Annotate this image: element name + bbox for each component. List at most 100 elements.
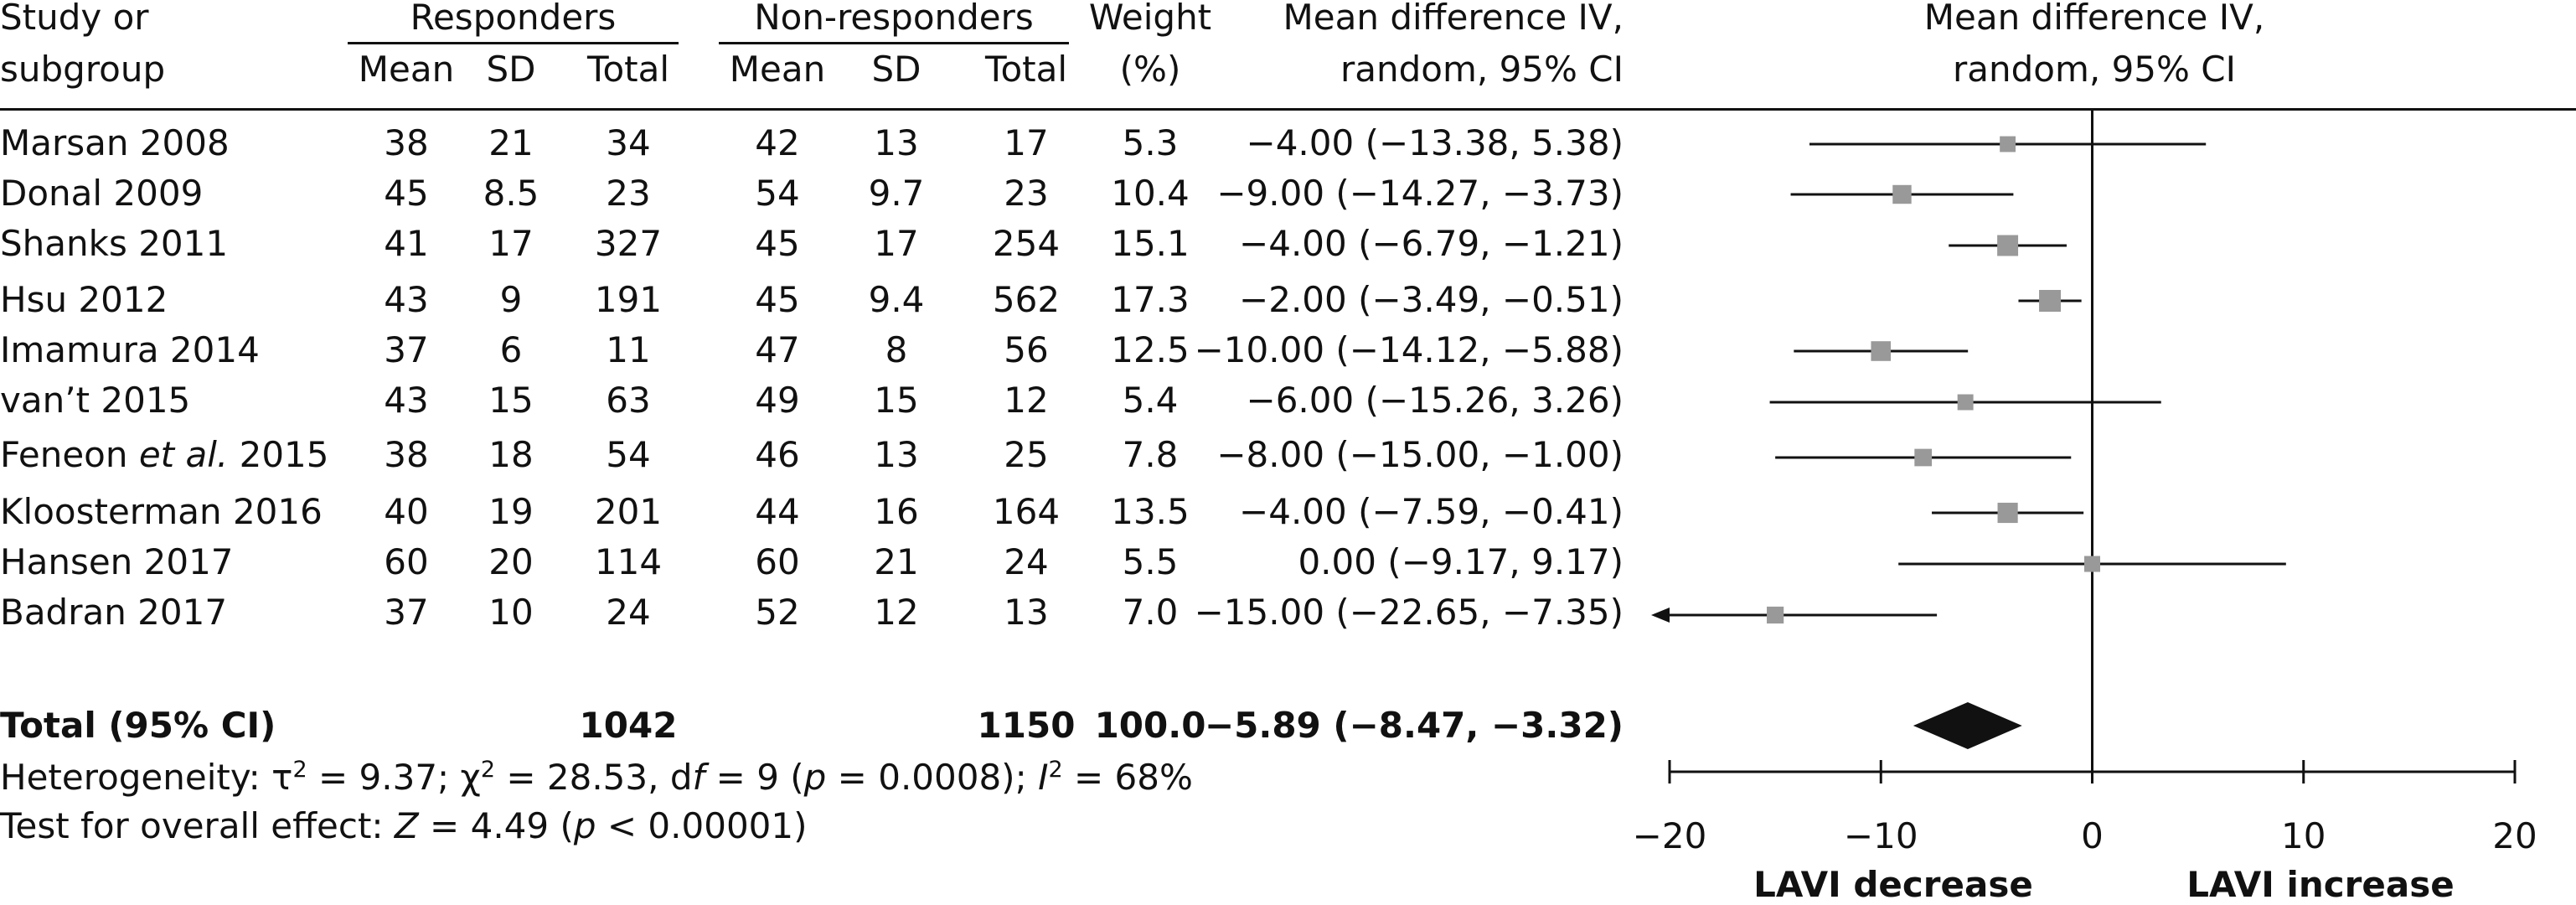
cell-r-sd: 10 <box>488 592 534 633</box>
cell-r-sd: 19 <box>488 491 534 532</box>
nonresponders-underline <box>719 42 1069 44</box>
cell-r-sd: 21 <box>488 122 534 163</box>
cell-n-sd: 15 <box>874 380 919 421</box>
x-tick-label: 20 <box>2492 815 2537 856</box>
cell-weight: 17.3 <box>1111 279 1190 320</box>
cell-r-sd: 9 <box>499 279 523 320</box>
cell-r-total: 23 <box>606 173 651 214</box>
header-subgroup: subgroup <box>0 49 166 90</box>
header-md-ci: random, 95% CI <box>1340 49 1624 90</box>
cell-r-mean: 37 <box>384 329 429 370</box>
header-r-mean: Mean <box>358 49 455 90</box>
cell-r-total: 54 <box>606 434 651 475</box>
study-marker <box>1871 341 1892 361</box>
cell-n-mean: 49 <box>755 380 800 421</box>
cell-n-total: 13 <box>1004 592 1049 633</box>
cell-ci: −4.00 (−13.38, 5.38) <box>1246 122 1624 163</box>
cell-r-total: 34 <box>606 122 651 163</box>
cell-n-sd: 17 <box>874 223 919 264</box>
cell-n-total: 17 <box>1004 122 1049 163</box>
cell-n-sd: 12 <box>874 592 919 633</box>
cell-r-sd: 18 <box>488 434 534 475</box>
study-marker <box>1914 448 1933 467</box>
ci-arrow <box>1651 608 1670 623</box>
study-marker <box>2039 290 2062 312</box>
x-tick-label: −10 <box>1844 815 1918 856</box>
total-n: 1150 <box>977 705 1076 746</box>
cell-ci: 0.00 (−9.17, 9.17) <box>1298 541 1624 582</box>
study-marker <box>2000 136 2016 153</box>
cell-r-sd: 6 <box>499 329 523 370</box>
cell-n-mean: 45 <box>755 223 800 264</box>
x-tick-label: 10 <box>2281 815 2326 856</box>
study-name: Donal 2009 <box>0 173 204 214</box>
header-study: Study or <box>0 0 149 38</box>
cell-n-total: 25 <box>1004 434 1049 475</box>
cell-ci: −6.00 (−15.26, 3.26) <box>1246 380 1624 421</box>
cell-n-mean: 54 <box>755 173 800 214</box>
cell-weight: 5.3 <box>1122 122 1179 163</box>
cell-ci: −15.00 (−22.65, −7.35) <box>1194 592 1624 633</box>
overall-effect-text: Test for overall effect: Z = 4.49 (p < 0… <box>0 805 808 846</box>
cell-r-total: 114 <box>594 541 663 582</box>
study-name: Hsu 2012 <box>0 279 168 320</box>
cell-n-mean: 47 <box>755 329 800 370</box>
cell-n-total: 254 <box>992 223 1061 264</box>
cell-ci: −4.00 (−7.59, −0.41) <box>1239 491 1624 532</box>
header-md: Mean difference IV, <box>1283 0 1624 38</box>
cell-n-sd: 9.4 <box>868 279 925 320</box>
cell-r-sd: 20 <box>488 541 534 582</box>
cell-r-mean: 43 <box>384 279 429 320</box>
study-name: van’t 2015 <box>0 380 191 421</box>
cell-r-total: 24 <box>606 592 651 633</box>
header-n-mean: Mean <box>729 49 826 90</box>
cell-weight: 7.8 <box>1122 434 1179 475</box>
cell-r-mean: 40 <box>384 491 429 532</box>
cell-weight: 5.5 <box>1122 541 1179 582</box>
total-label: Total (95% CI) <box>0 705 276 746</box>
cell-ci: −8.00 (−15.00, −1.00) <box>1216 434 1624 475</box>
header-r-total: Total <box>586 49 670 90</box>
pooled-diamond <box>1913 702 2022 749</box>
header-r-sd: SD <box>486 49 536 90</box>
axis-label-increase: LAVI increase <box>2186 864 2455 905</box>
cell-r-mean: 43 <box>384 380 429 421</box>
study-name: Marsan 2008 <box>0 122 230 163</box>
cell-r-sd: 15 <box>488 380 534 421</box>
cell-r-mean: 41 <box>384 223 429 264</box>
cell-r-mean: 37 <box>384 592 429 633</box>
study-marker <box>1957 394 1974 411</box>
cell-weight: 10.4 <box>1111 173 1190 214</box>
study-name: Hansen 2017 <box>0 541 234 582</box>
cell-n-total: 562 <box>992 279 1061 320</box>
study-name: Badran 2017 <box>0 592 228 633</box>
axis-label-decrease: LAVI decrease <box>1753 864 2033 905</box>
header-weight-unit: (%) <box>1119 49 1181 90</box>
cell-r-mean: 60 <box>384 541 429 582</box>
header-plot: Mean difference IV, <box>1923 0 2265 38</box>
study-marker <box>1892 184 1912 204</box>
cell-ci: −4.00 (−6.79, −1.21) <box>1239 223 1624 264</box>
header-nonresponders: Non-responders <box>754 0 1034 38</box>
cell-n-mean: 52 <box>755 592 800 633</box>
cell-r-sd: 8.5 <box>483 173 539 214</box>
cell-n-total: 164 <box>992 491 1061 532</box>
cell-n-mean: 42 <box>755 122 800 163</box>
cell-n-total: 23 <box>1004 173 1049 214</box>
total-weight: 100.0 <box>1094 705 1206 746</box>
cell-r-total: 327 <box>594 223 663 264</box>
cell-n-mean: 44 <box>755 491 800 532</box>
header-n-total: Total <box>984 49 1068 90</box>
study-marker <box>2083 556 2101 572</box>
cell-n-sd: 21 <box>874 541 919 582</box>
header-rule <box>0 108 2576 111</box>
cell-n-sd: 16 <box>874 491 919 532</box>
heterogeneity-text: Heterogeneity: τ2 = 9.37; χ2 = 28.53, df… <box>0 757 1193 798</box>
x-tick-label: 0 <box>2081 815 2104 856</box>
responders-underline <box>348 42 679 44</box>
cell-n-sd: 9.7 <box>868 173 925 214</box>
cell-r-total: 11 <box>606 329 651 370</box>
study-name: Feneon et al. 2015 <box>0 434 329 475</box>
cell-n-mean: 45 <box>755 279 800 320</box>
